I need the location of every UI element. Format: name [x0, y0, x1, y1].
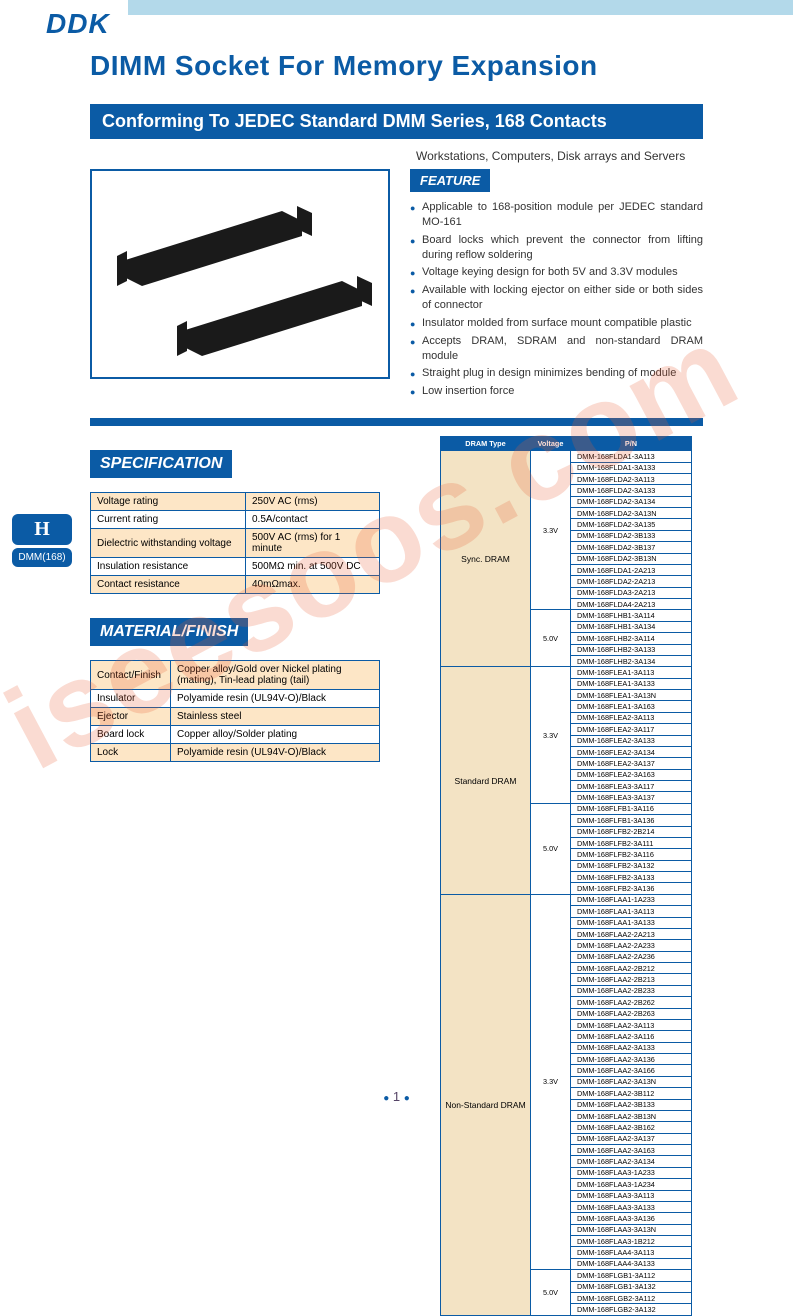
table-row: Insulation resistance500MΩ min. at 500V … [91, 558, 380, 576]
feature-item: Straight plug in design minimizes bendin… [410, 366, 703, 381]
content-row: FEATURE Applicable to 168-position modul… [90, 169, 703, 402]
left-column: SPECIFICATION Voltage rating250V AC (rms… [90, 426, 380, 762]
footer: ● 1 ● [0, 1089, 793, 1104]
blue-band [128, 0, 793, 15]
pn-table: DRAM TypeVoltageP/NSync. DRAM3.3VDMM-168… [440, 436, 692, 1316]
table-row: Dielectric withstanding voltage500V AC (… [91, 529, 380, 558]
table-row: InsulatorPolyamide resin (UL94V-O)/Black [91, 690, 380, 708]
feature-tag: FEATURE [410, 169, 490, 192]
feature-item: Insulator molded from surface mount comp… [410, 316, 703, 331]
table-row: Sync. DRAM3.3VDMM-168FLDA1-3A113 [441, 451, 692, 462]
dot-icon: ● [404, 1093, 410, 1104]
tab-sub: DMM(168) [12, 548, 72, 567]
applications-text: Workstations, Computers, Disk arrays and… [416, 149, 793, 163]
table-row: Voltage rating250V AC (rms) [91, 493, 380, 511]
section-header: Conforming To JEDEC Standard DMM Series,… [90, 104, 703, 139]
feature-item: Voltage keying design for both 5V and 3.… [410, 265, 703, 280]
table-row: Current rating0.5A/contact [91, 511, 380, 529]
spec-header: SPECIFICATION [90, 450, 232, 478]
feature-item: Available with locking ejector on either… [410, 283, 703, 313]
material-table: Contact/FinishCopper alloy/Gold over Nic… [90, 660, 380, 762]
table-row: Contact resistance40mΩmax. [91, 576, 380, 594]
bottom-columns: SPECIFICATION Voltage rating250V AC (rms… [90, 426, 703, 1316]
top-bar: DDK [0, 0, 793, 40]
page-title: DIMM Socket For Memory Expansion [90, 50, 793, 82]
table-row: Board lockCopper alloy/Solder plating [91, 726, 380, 744]
right-column: DRAM TypeVoltageP/NSync. DRAM3.3VDMM-168… [440, 426, 692, 1316]
feature-item: Accepts DRAM, SDRAM and non-standard DRA… [410, 334, 703, 364]
features-list: Applicable to 168-position module per JE… [410, 200, 703, 399]
material-header: MATERIAL/FINISH [90, 618, 248, 646]
table-row: LockPolyamide resin (UL94V-O)/Black [91, 744, 380, 762]
feature-item: Low insertion force [410, 384, 703, 399]
spec-table: Voltage rating250V AC (rms)Current ratin… [90, 492, 380, 594]
product-image [90, 169, 390, 379]
table-row: Standard DRAM3.3VDMM-168FLEA1-3A113 [441, 667, 692, 678]
tab-letter: H [12, 514, 72, 545]
divider [90, 418, 703, 426]
table-row: EjectorStainless steel [91, 708, 380, 726]
page-number: 1 [393, 1089, 400, 1104]
side-tab: H DMM(168) [12, 514, 72, 567]
feature-item: Applicable to 168-position module per JE… [410, 200, 703, 230]
table-row: Contact/FinishCopper alloy/Gold over Nic… [91, 661, 380, 690]
feature-item: Board locks which prevent the connector … [410, 233, 703, 263]
dot-icon: ● [383, 1093, 389, 1104]
logo: DDK [0, 0, 110, 40]
table-row: Non-Standard DRAM3.3VDMM-168FLAA1-1A233 [441, 894, 692, 905]
feature-column: FEATURE Applicable to 168-position modul… [410, 169, 703, 402]
